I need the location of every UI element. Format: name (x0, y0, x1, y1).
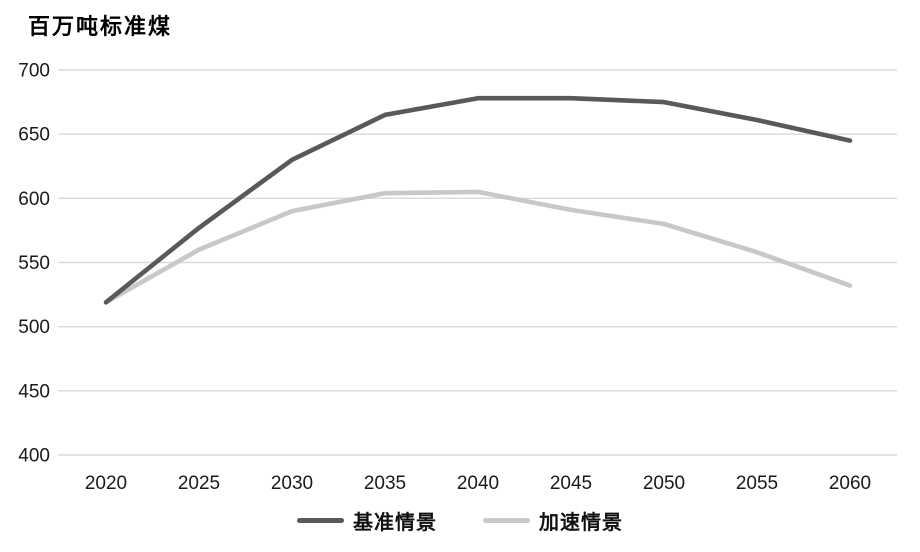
x-tick-label: 2025 (178, 473, 220, 494)
y-tick-label: 500 (18, 317, 50, 338)
y-tick-label: 550 (18, 253, 50, 274)
accelerated-legend-label: 加速情景 (539, 511, 623, 534)
x-tick-label: 2045 (550, 473, 592, 494)
accelerated-series-line (103, 189, 853, 305)
x-tick-label: 2020 (85, 473, 127, 494)
x-tick-label: 2040 (457, 473, 499, 494)
baseline-series-line (103, 95, 853, 305)
accelerated-line-swatch (483, 517, 530, 523)
x-tick-label: 2055 (736, 473, 778, 494)
baseline-line-swatch (297, 517, 344, 523)
legend-item-baseline-scenario: 基准情景 (297, 506, 437, 535)
x-tick-label: 2030 (271, 473, 313, 494)
y-tick-label: 600 (18, 189, 50, 210)
legend: 基准情景 加速情景 (0, 506, 920, 534)
y-tick-label: 700 (18, 61, 50, 82)
baseline-legend-label: 基准情景 (353, 511, 437, 534)
x-tick-label: 2060 (829, 473, 871, 494)
y-axis-unit-label: 百万吨标准煤 (28, 14, 173, 39)
plot-area: 700 650 600 550 500 450 400 2020 2025 2030 2035 204… (18, 61, 897, 494)
legend-item-accelerated-scenario: 加速情景 (483, 506, 623, 535)
y-tick-label: 400 (18, 446, 50, 467)
x-tick-label: 2035 (364, 473, 406, 494)
y-tick-label: 450 (18, 381, 50, 402)
y-tick-label: 650 (18, 125, 50, 146)
x-tick-label: 2050 (643, 473, 685, 494)
